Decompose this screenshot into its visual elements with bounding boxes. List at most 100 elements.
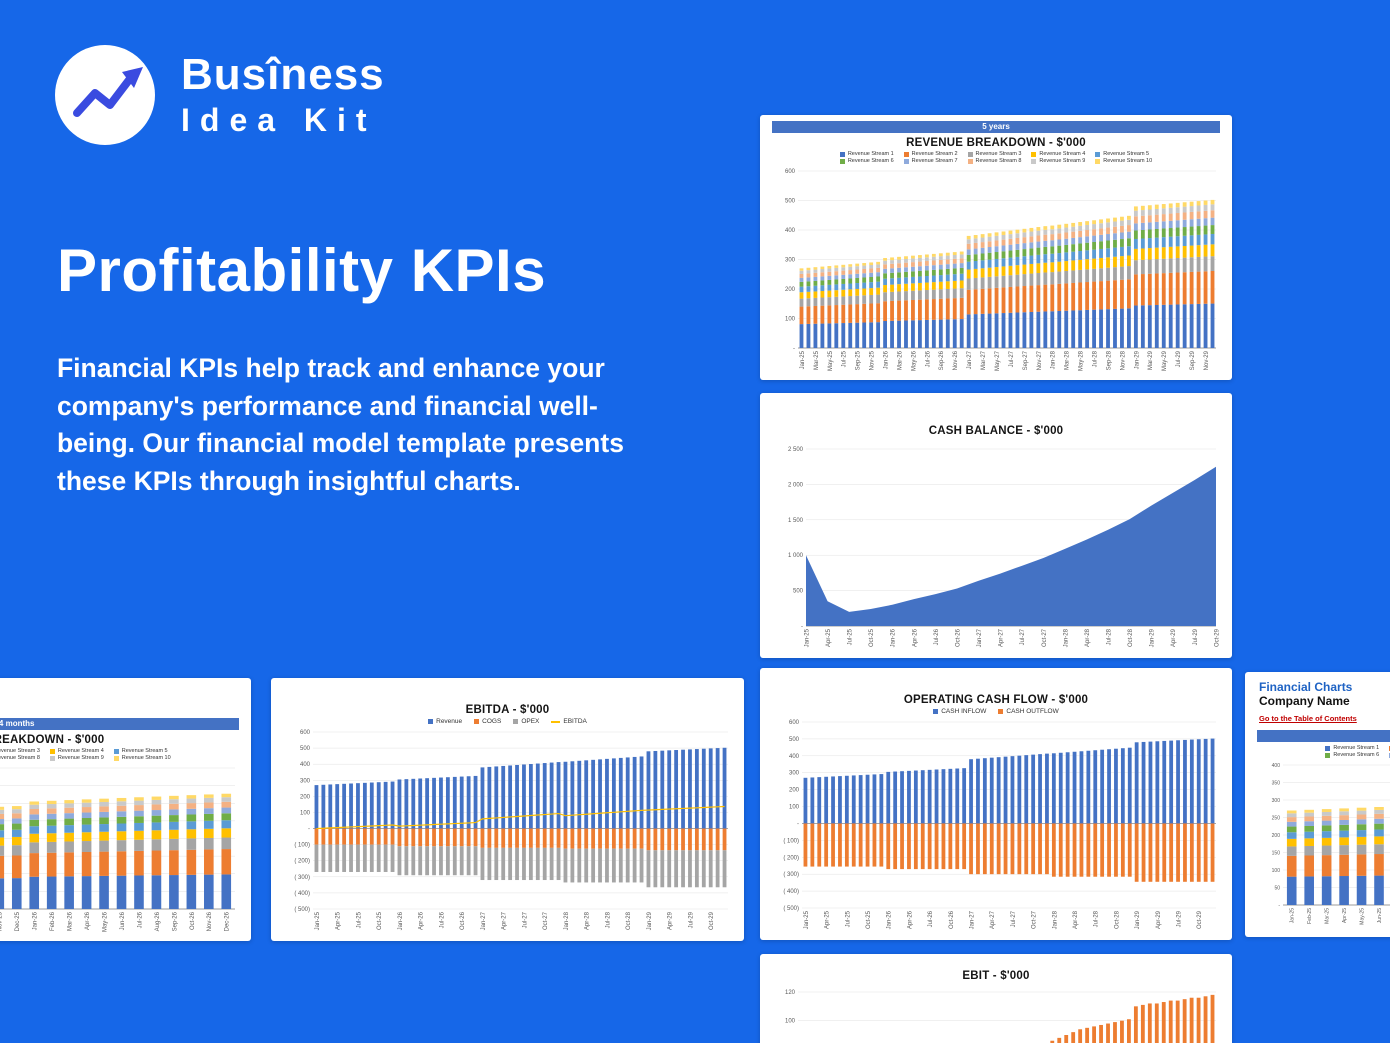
svg-text:May-27: May-27 bbox=[995, 350, 1001, 371]
legend-item: Revenue Stream 1 bbox=[839, 151, 894, 157]
svg-text:Sep-29: Sep-29 bbox=[1190, 350, 1196, 370]
legend-label: Revenue Stream 7 bbox=[911, 158, 958, 164]
legend-swatch-icon bbox=[49, 748, 55, 754]
legend-swatch-icon bbox=[839, 151, 845, 157]
svg-text:600: 600 bbox=[300, 730, 311, 736]
svg-text:Nov-29: Nov-29 bbox=[1204, 350, 1210, 370]
period-badge-5-years: 5 years bbox=[772, 121, 1220, 133]
legend-item: Revenue Stream 1 bbox=[1325, 745, 1379, 751]
svg-text:2 500: 2 500 bbox=[788, 447, 804, 453]
svg-text:Feb-26: Feb-26 bbox=[50, 911, 56, 931]
svg-text:Apr-28: Apr-28 bbox=[1073, 910, 1079, 929]
svg-text:100: 100 bbox=[785, 1019, 796, 1025]
panel-cash-balance: CASH BALANCE - $'000 - 500 1 000 1 500 2 000… bbox=[760, 393, 1232, 658]
legend-label: Revenue Stream 5 bbox=[1103, 151, 1150, 157]
svg-text:Apr-26: Apr-26 bbox=[907, 910, 913, 929]
chart-title-revenue-breakdown-24mo: REVENUE BREAKDOWN - $'000 bbox=[0, 734, 105, 746]
svg-text:Nov-28: Nov-28 bbox=[1120, 350, 1126, 370]
brand-name-line1: Busîness bbox=[181, 50, 385, 99]
svg-text:Nov-25: Nov-25 bbox=[870, 350, 876, 370]
legend-item: OPEX bbox=[513, 718, 539, 725]
svg-text:Sep-26: Sep-26 bbox=[939, 350, 945, 370]
svg-text:Oct-29: Oct-29 bbox=[1214, 628, 1220, 647]
svg-text:400: 400 bbox=[300, 762, 311, 768]
legend-label: Revenue Stream 1 bbox=[847, 151, 894, 157]
revenue-breakdown-24mo-chart: -50100150200250300350400Jan-25Feb-25Mar-… bbox=[0, 767, 235, 932]
brand-name-line2: Idea Kit bbox=[181, 101, 377, 138]
svg-text:Jul-28: Jul-28 bbox=[1092, 350, 1098, 367]
svg-text:Sep-25: Sep-25 bbox=[856, 350, 862, 370]
plot-revenue-breakdown-24mo: -50100150200250300350400Jan-25Feb-25Mar-… bbox=[0, 763, 243, 935]
svg-text:Jul-26: Jul-26 bbox=[925, 350, 931, 367]
svg-text:Nov-25: Nov-25 bbox=[0, 911, 4, 931]
gridlines: ( 500) ( 400) ( 300) ( 200) ( 100) - 100 200 300… bbox=[783, 720, 1216, 912]
svg-text:Jul-29: Jul-29 bbox=[1193, 628, 1199, 645]
period-badge-24-months: 24 months bbox=[0, 718, 239, 730]
svg-text:Jan-27: Jan-27 bbox=[969, 910, 975, 929]
legend-item: Revenue Stream 4 bbox=[1031, 151, 1085, 157]
gridlines: - 50 100 150 200 250 300 350 400 bbox=[1272, 763, 1390, 909]
svg-text:Jan-26: Jan-26 bbox=[887, 910, 893, 929]
legend-swatch-icon bbox=[513, 719, 519, 724]
table-of-contents-link[interactable]: Go to the Table of Contents bbox=[1259, 714, 1357, 723]
svg-text:Dec-26: Dec-26 bbox=[225, 911, 231, 931]
svg-text:( 500): ( 500) bbox=[294, 907, 310, 913]
svg-text:200: 200 bbox=[300, 794, 311, 800]
svg-text:( 300): ( 300) bbox=[783, 872, 799, 878]
svg-text:Jan-25: Jan-25 bbox=[800, 350, 806, 369]
legend-swatch-icon bbox=[903, 158, 909, 164]
svg-text:Jul-27: Jul-27 bbox=[1011, 910, 1017, 927]
operating-cash-flow-series bbox=[803, 738, 1215, 882]
svg-text:300: 300 bbox=[785, 258, 796, 264]
x-axis-labels: Jan-25Feb-25Mar-25Apr-25May-25Jun-25Jul-… bbox=[0, 911, 231, 932]
svg-text:Jan-25: Jan-25 bbox=[804, 910, 810, 929]
legend-operating-cash-flow: CASH INFLOW CASH OUTFLOW bbox=[768, 708, 1224, 715]
cash-balance-series bbox=[806, 466, 1216, 626]
svg-text:Mar-28: Mar-28 bbox=[1065, 350, 1071, 370]
legend-label: CASH INFLOW bbox=[941, 708, 987, 715]
legend-item: CASH OUTFLOW bbox=[998, 708, 1059, 715]
svg-text:400: 400 bbox=[789, 754, 800, 760]
svg-text:Jan-26: Jan-26 bbox=[398, 911, 404, 930]
revenue-breakdown-24mo-series bbox=[0, 793, 232, 909]
svg-text:120: 120 bbox=[785, 990, 796, 996]
legend-ebitda: Revenue COGS OPEX EBITDA bbox=[279, 718, 736, 725]
svg-text:Apr-25: Apr-25 bbox=[1342, 908, 1348, 923]
svg-text:Jan-27: Jan-27 bbox=[967, 350, 973, 369]
legend-label: Revenue Stream 5 bbox=[121, 748, 168, 754]
legend-label: Revenue Stream 3 bbox=[0, 748, 40, 754]
svg-text:-: - bbox=[801, 624, 803, 630]
svg-text:1 000: 1 000 bbox=[788, 553, 804, 559]
legend-label: OPEX bbox=[521, 718, 540, 725]
svg-text:Jul-28: Jul-28 bbox=[1094, 910, 1100, 927]
svg-text:Oct-28: Oct-28 bbox=[1114, 910, 1120, 929]
svg-text:Apr-26: Apr-26 bbox=[912, 628, 918, 647]
svg-text:400: 400 bbox=[785, 228, 796, 234]
plot-ebitda: ( 500) ( 400) ( 300) ( 200) ( 100) - 100 200 300… bbox=[279, 727, 736, 935]
svg-text:May-29: May-29 bbox=[1162, 350, 1168, 371]
panel-revenue-breakdown-24mo: 24 months REVENUE BREAKDOWN - $'000 Reve… bbox=[0, 678, 251, 941]
svg-text:50: 50 bbox=[1274, 886, 1280, 892]
x-axis-labels: Jan-25 Apr-25 Jul-25 Oct-25 Jan-26 Apr-26 Jul-… bbox=[804, 910, 1203, 929]
trend-arrow-icon bbox=[73, 67, 143, 117]
legend-label: Revenue Stream 9 bbox=[57, 755, 104, 761]
legend-swatch-icon bbox=[998, 709, 1004, 714]
legend-swatch-icon bbox=[1095, 158, 1101, 164]
svg-text:Mar-25: Mar-25 bbox=[1325, 908, 1331, 924]
legend-swatch-icon bbox=[474, 719, 480, 724]
revenue-breakdown-5y-chart: - 100 200 300 400 500 600 Jan-25 Mar-25 May-25 Jul… bbox=[785, 169, 1216, 371]
svg-text:Oct-26: Oct-26 bbox=[460, 911, 466, 930]
legend-swatch-icon bbox=[428, 719, 434, 724]
chart-title-cash-balance: CASH BALANCE - $'000 bbox=[928, 425, 1064, 437]
svg-text:200: 200 bbox=[785, 287, 796, 293]
x-axis-labels: Jan-25 Apr-25 Jul-25 Oct-25 Jan-26 Apr-26 Jul-… bbox=[315, 911, 715, 930]
svg-text:Jan-26: Jan-26 bbox=[33, 911, 39, 930]
svg-text:Mar-26: Mar-26 bbox=[68, 911, 74, 931]
legend-label: Revenue Stream 10 bbox=[1103, 158, 1153, 164]
legend-item: Revenue Stream 6 bbox=[1325, 752, 1379, 758]
svg-text:300: 300 bbox=[1272, 798, 1281, 804]
svg-text:Jul-25: Jul-25 bbox=[848, 628, 854, 645]
period-badge-nav: 24 months bbox=[1257, 730, 1390, 742]
ebit-chart: -20406080100120Jan-25Apr-25Jul-25Oct-25J… bbox=[785, 990, 1216, 1043]
